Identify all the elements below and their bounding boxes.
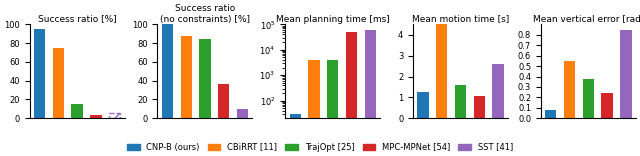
Title: Mean planning time [ms]: Mean planning time [ms]	[276, 15, 390, 24]
Bar	[564, 61, 575, 118]
Bar	[492, 64, 504, 118]
Bar	[327, 60, 339, 156]
Bar	[162, 24, 173, 118]
Bar	[365, 30, 376, 156]
Bar	[237, 109, 248, 118]
Bar	[545, 110, 556, 118]
Title: Mean vertical error [rad]: Mean vertical error [rad]	[532, 15, 640, 24]
Bar	[90, 115, 102, 118]
Bar	[602, 93, 612, 118]
Title: Success ratio [%]: Success ratio [%]	[38, 15, 116, 24]
Bar	[289, 114, 301, 156]
Bar	[474, 96, 485, 118]
Bar	[72, 104, 83, 118]
Bar	[582, 79, 594, 118]
Bar	[34, 29, 45, 118]
Bar	[52, 48, 64, 118]
Bar	[436, 24, 447, 118]
Bar	[620, 29, 632, 118]
Bar	[346, 32, 357, 156]
Title: Success ratio
(no constraints) [%]: Success ratio (no constraints) [%]	[160, 4, 250, 24]
Bar	[455, 85, 466, 118]
Bar	[218, 84, 229, 118]
Legend: CNP-B (ours), CBiRRT [11], TrajOpt [25], MPC-MPNet [54], SST [41]: CNP-B (ours), CBiRRT [11], TrajOpt [25],…	[124, 139, 516, 155]
Bar	[308, 60, 319, 156]
Bar	[417, 92, 429, 118]
Bar	[199, 39, 211, 118]
Bar	[180, 36, 192, 118]
Bar	[109, 113, 120, 118]
Title: Mean motion time [s]: Mean motion time [s]	[412, 15, 509, 24]
